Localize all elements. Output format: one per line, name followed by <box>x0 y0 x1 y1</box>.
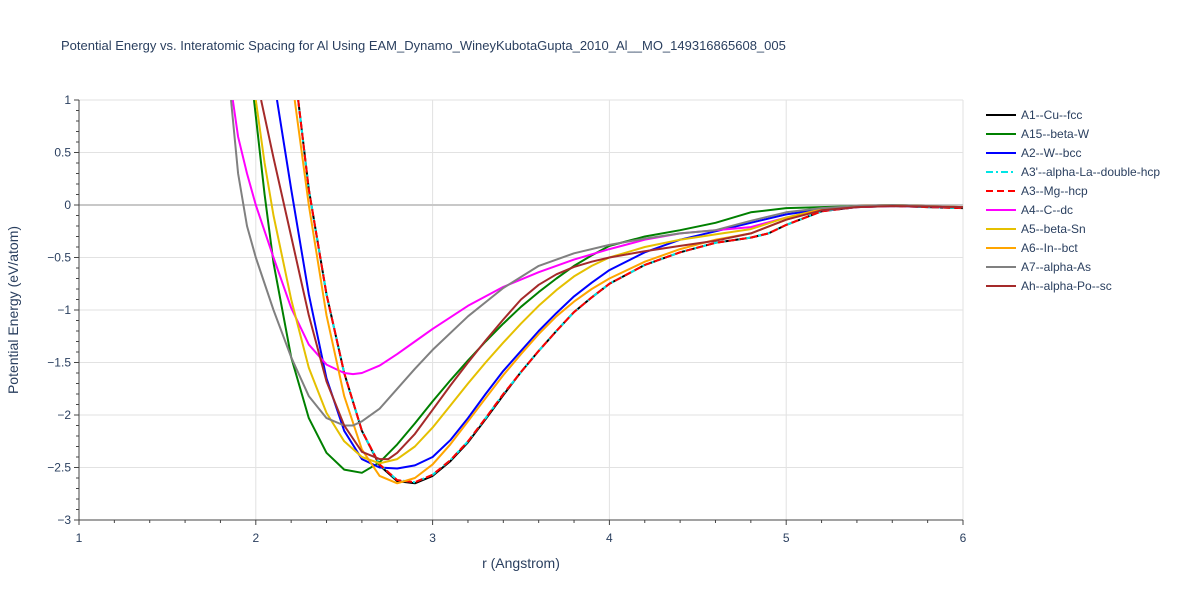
y-tick-label: −1.5 <box>47 356 71 370</box>
legend-label: Ah--alpha-Po--sc <box>1021 279 1112 293</box>
y-axis-title: Potential Energy (eV/atom) <box>5 226 21 394</box>
y-tick-label: 1 <box>64 93 71 107</box>
y-tick-label: −2.5 <box>47 461 71 475</box>
legend-item[interactable]: A6--In--bct <box>986 241 1078 255</box>
grid-lines <box>79 99 964 521</box>
legend-item[interactable]: A2--W--bcc <box>986 146 1081 160</box>
x-tick-label: 3 <box>429 531 436 545</box>
legend-item[interactable]: A1--Cu--fcc <box>986 108 1082 122</box>
x-axis-title: r (Angstrom) <box>482 555 560 571</box>
x-tick-label: 4 <box>606 531 613 545</box>
y-tick-label: −1 <box>57 303 71 317</box>
y-tick-label: −2 <box>57 408 71 422</box>
series-line-a5-beta-sn <box>254 100 963 465</box>
legend-label: A15--beta-W <box>1021 127 1090 141</box>
x-tick-label: 1 <box>76 531 83 545</box>
series-layer <box>230 100 963 485</box>
legend-label: A6--In--bct <box>1021 241 1078 255</box>
series-line-a2-w-bcc <box>276 100 963 470</box>
legend-label: A5--beta-Sn <box>1021 222 1086 236</box>
legend-item[interactable]: A15--beta-W <box>986 127 1090 141</box>
series-line-a1-cu-fcc <box>297 100 963 485</box>
legend-label: A2--W--bcc <box>1021 146 1081 160</box>
series-line-a6-in-bct <box>293 100 963 485</box>
series-line-a7-alpha-as <box>230 100 963 427</box>
legend-item[interactable]: Ah--alpha-Po--sc <box>986 279 1112 293</box>
series-line-ah-alpha-po-sc <box>260 100 963 461</box>
series-line-a15-beta-w <box>253 100 963 474</box>
series-line-a4-c-dc <box>231 100 963 376</box>
y-tick-label: 0.5 <box>54 146 71 160</box>
y-tick-label: −0.5 <box>47 251 71 265</box>
legend-label: A3--Mg--hcp <box>1021 184 1088 198</box>
x-tick-label: 6 <box>960 531 967 545</box>
legend-label: A4--C--dc <box>1021 203 1073 217</box>
y-tick-label: −3 <box>57 513 71 527</box>
y-tick-label: 0 <box>64 198 71 212</box>
legend[interactable]: A1--Cu--fcc A15--beta-W A2--W--bcc A3'--alp… <box>986 108 1160 293</box>
x-tick-label: 2 <box>252 531 259 545</box>
legend-label: A7--alpha-As <box>1021 260 1091 274</box>
axes <box>74 99 964 525</box>
y-tick-labels: 1 0.5 0 −0.5 −1 −1.5 −2 −2.5 −3 <box>47 93 71 527</box>
x-tick-labels: 1 2 3 4 5 6 <box>76 531 967 545</box>
series-line-a3-mg-hcp <box>297 100 963 484</box>
legend-label: A3'--alpha-La--double-hcp <box>1021 165 1160 179</box>
x-tick-label: 5 <box>783 531 790 545</box>
legend-item[interactable]: A3--Mg--hcp <box>986 184 1088 198</box>
legend-item[interactable]: A4--C--dc <box>986 203 1073 217</box>
chart-title: Potential Energy vs. Interatomic Spacing… <box>61 38 786 53</box>
legend-item[interactable]: A5--beta-Sn <box>986 222 1086 236</box>
legend-label: A1--Cu--fcc <box>1021 108 1082 122</box>
legend-item[interactable]: A7--alpha-As <box>986 260 1091 274</box>
series-line-a3-alpha-la-double-hcp <box>297 100 963 484</box>
legend-item[interactable]: A3'--alpha-La--double-hcp <box>986 165 1160 179</box>
